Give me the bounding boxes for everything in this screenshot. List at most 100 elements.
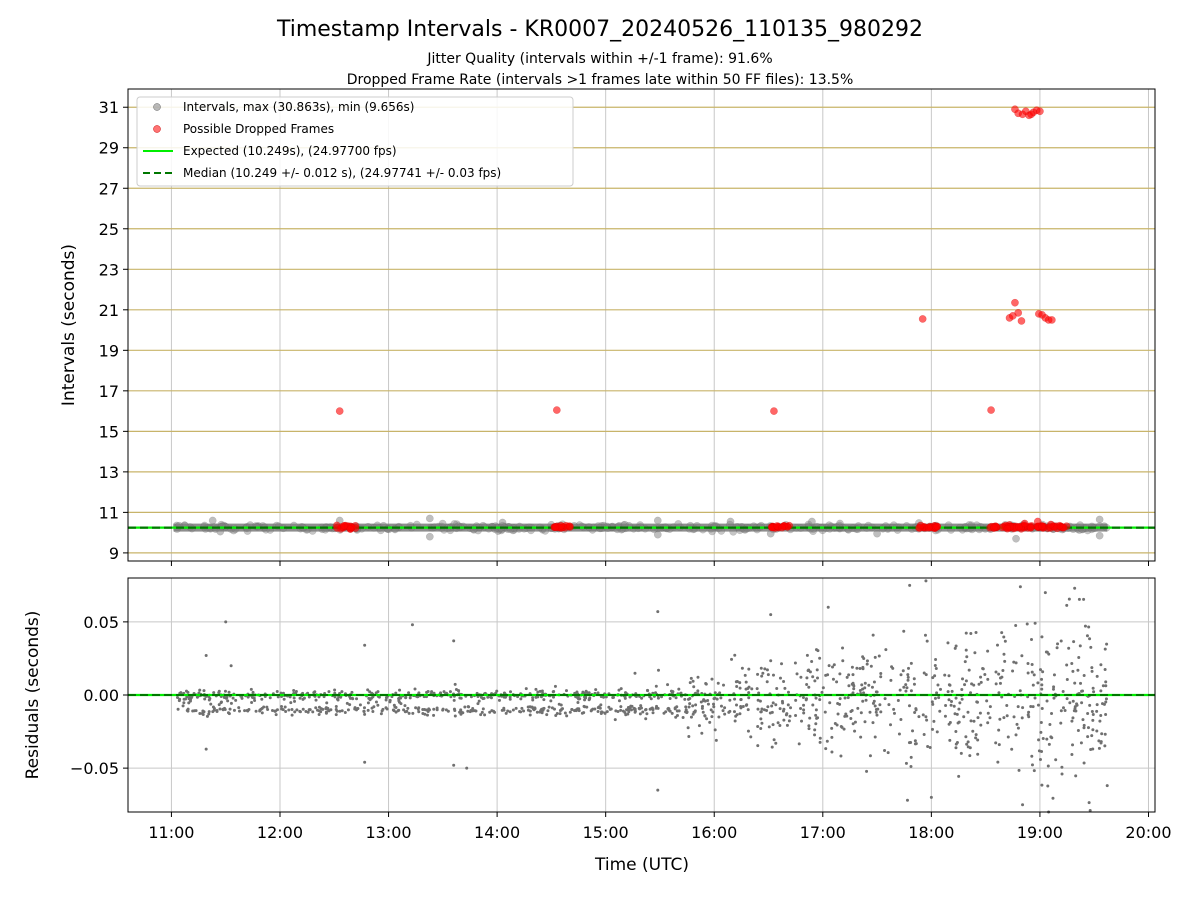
residual-point xyxy=(1040,683,1044,687)
residual-point xyxy=(775,686,779,690)
residual-point xyxy=(355,697,359,701)
interval-point xyxy=(578,522,586,531)
interval-point xyxy=(274,522,283,531)
residual-point xyxy=(771,701,775,705)
residual-point xyxy=(968,746,972,750)
residual-point xyxy=(1079,681,1083,685)
residual-point xyxy=(1080,689,1084,693)
interval-point xyxy=(1012,534,1020,543)
residual-point xyxy=(1100,732,1104,736)
residual-point xyxy=(802,708,806,712)
residual-point xyxy=(968,754,972,758)
residual-point xyxy=(481,707,485,711)
residual-point xyxy=(666,707,670,711)
residual-point xyxy=(1090,666,1094,670)
residual-point xyxy=(217,689,221,693)
residual-point xyxy=(585,691,589,695)
residual-point xyxy=(1027,710,1031,714)
residual-point xyxy=(1040,783,1044,787)
residual-point xyxy=(1067,597,1071,601)
residual-point xyxy=(1029,704,1033,708)
residual-point xyxy=(845,675,849,679)
residual-point xyxy=(1099,741,1103,745)
residual-point xyxy=(608,707,612,711)
residual-point xyxy=(760,721,764,725)
residual-point xyxy=(598,706,602,710)
residual-point xyxy=(804,697,808,701)
residual-point xyxy=(788,714,792,718)
x-tick-label: 11:00 xyxy=(148,823,194,842)
residual-point xyxy=(711,710,715,714)
residual-point xyxy=(759,717,763,721)
residual-point xyxy=(613,718,617,722)
residual-point xyxy=(195,695,199,699)
residual-point xyxy=(734,680,738,684)
residual-point xyxy=(448,690,452,694)
residual-point xyxy=(1060,772,1064,776)
residual-point xyxy=(439,691,443,695)
residual-point xyxy=(424,708,428,712)
residual-point xyxy=(899,673,903,677)
residual-point xyxy=(1030,670,1034,674)
residual-point xyxy=(1052,685,1056,689)
residual-point xyxy=(898,688,902,692)
residual-point xyxy=(1020,716,1024,720)
residual-point xyxy=(774,703,778,707)
residual-point xyxy=(735,703,739,707)
residual-point xyxy=(514,706,518,710)
residual-point xyxy=(814,713,818,717)
residual-point xyxy=(811,675,815,679)
interval-point xyxy=(710,522,719,531)
residual-point xyxy=(789,706,793,710)
residual-point xyxy=(1031,683,1035,687)
residual-point xyxy=(559,703,563,707)
interval-point xyxy=(498,518,507,527)
residual-point xyxy=(654,684,658,688)
dropped-frame-point xyxy=(778,523,786,532)
residual-point xyxy=(964,631,968,635)
residual-point xyxy=(506,709,510,713)
residual-point xyxy=(1040,707,1044,711)
residual-point xyxy=(769,659,773,663)
residual-point xyxy=(994,741,998,745)
residual-point xyxy=(617,699,621,703)
residual-point xyxy=(384,706,388,710)
residual-point xyxy=(902,685,906,689)
residual-point xyxy=(1014,623,1018,627)
residual-point xyxy=(824,747,828,751)
residual-point xyxy=(710,677,714,681)
residual-point xyxy=(325,701,329,705)
residual-point xyxy=(304,709,308,713)
residual-point xyxy=(831,665,835,669)
residual-point xyxy=(859,711,863,715)
dropped-frame-point xyxy=(918,315,927,323)
residual-point xyxy=(930,700,934,704)
residual-point xyxy=(265,705,269,709)
residual-point xyxy=(765,680,769,684)
residual-point xyxy=(723,706,727,710)
residual-point xyxy=(368,690,372,694)
residual-point xyxy=(1105,784,1109,788)
residual-point xyxy=(948,683,952,687)
residual-point xyxy=(892,707,896,711)
residual-point xyxy=(1097,746,1101,750)
residual-point xyxy=(1016,726,1020,730)
residual-point xyxy=(518,710,522,714)
residual-point xyxy=(909,661,913,665)
residual-point xyxy=(851,681,855,685)
residual-point xyxy=(730,657,734,661)
residual-point xyxy=(554,714,558,718)
residual-point xyxy=(1091,728,1095,732)
residual-point xyxy=(805,653,809,657)
intervals-y-tick-label: 27 xyxy=(99,179,119,198)
residual-point xyxy=(712,705,716,709)
residuals-y-ticks: −0.05 0.00 0.05 xyxy=(70,613,128,778)
residual-point xyxy=(827,664,831,668)
residual-point xyxy=(946,641,950,645)
interval-point xyxy=(825,524,834,533)
residual-point xyxy=(838,697,842,701)
dropped-frame-point xyxy=(924,523,933,532)
residual-point xyxy=(1063,708,1067,712)
x-tick-label: 12:00 xyxy=(257,823,303,842)
residual-point xyxy=(932,719,936,723)
